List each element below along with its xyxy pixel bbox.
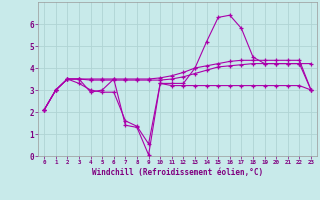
X-axis label: Windchill (Refroidissement éolien,°C): Windchill (Refroidissement éolien,°C)	[92, 168, 263, 177]
